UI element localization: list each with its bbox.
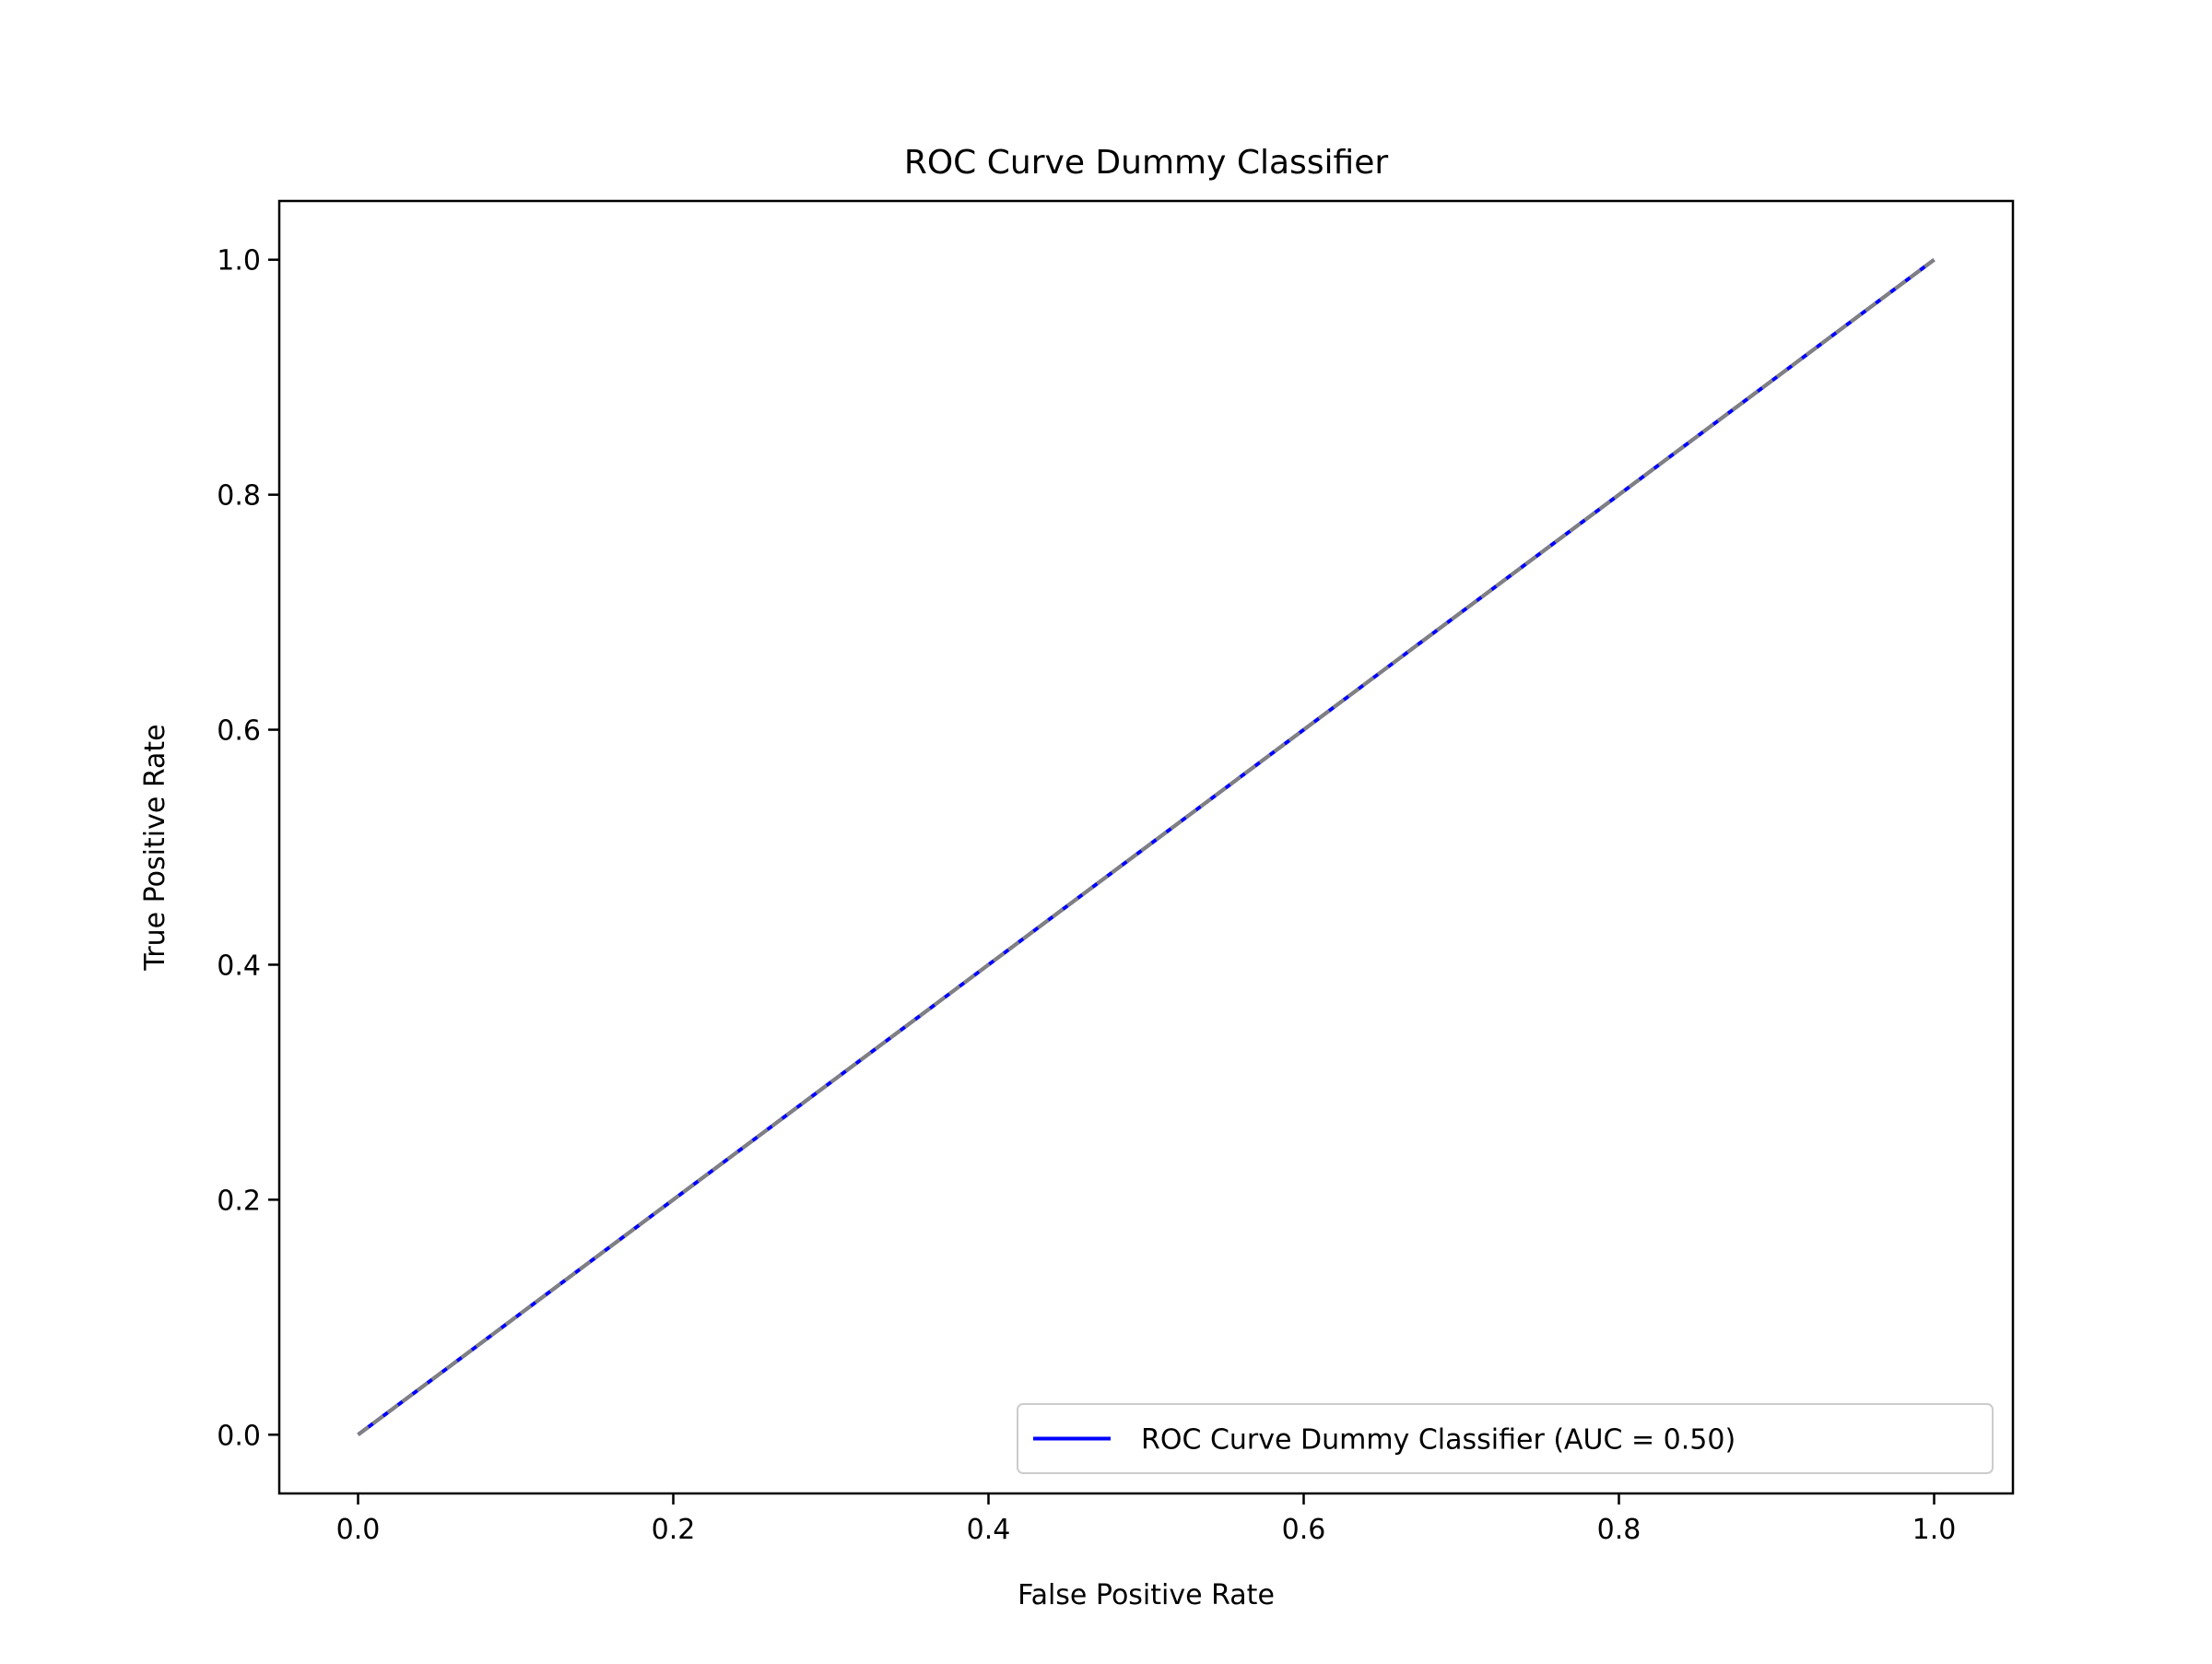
- baseline-dashed-line: [357, 258, 1936, 1436]
- legend-label: ROC Curve Dummy Classifier (AUC = 0.50): [1141, 1424, 1735, 1457]
- chart-title: ROC Curve Dummy Classifier: [904, 144, 1389, 182]
- x-tick-label: 0.6: [1282, 1514, 1326, 1546]
- legend: ROC Curve Dummy Classifier (AUC = 0.50): [1017, 1403, 1994, 1474]
- y-tick-label: 0.8: [217, 480, 261, 513]
- legend-box: [1017, 1403, 1994, 1474]
- axes-frame: [277, 199, 2015, 1495]
- x-tick-label: 0.8: [1597, 1514, 1641, 1546]
- x-axis-label: False Positive Rate: [1018, 1579, 1275, 1611]
- y-axis-label: True Positive Rate: [139, 724, 171, 971]
- x-tick-label: 0.0: [336, 1514, 381, 1546]
- y-tick-label: 0.4: [217, 950, 261, 982]
- y-tick-label: 0.0: [217, 1420, 261, 1452]
- y-tick-label: 0.6: [217, 715, 261, 748]
- x-tick-label: 1.0: [1912, 1514, 1957, 1546]
- y-tick-label: 0.2: [217, 1185, 261, 1217]
- ticks-layer: 0.0 0.2 0.4 0.6 0.8 1.0 0.0 0.2 0.4 0.6 0.8 1.0: [217, 245, 1956, 1546]
- x-tick-label: 0.4: [967, 1514, 1011, 1546]
- y-tick-label: 1.0: [217, 245, 261, 277]
- x-tick-label: 0.2: [652, 1514, 696, 1546]
- series-layer: [357, 258, 1936, 1436]
